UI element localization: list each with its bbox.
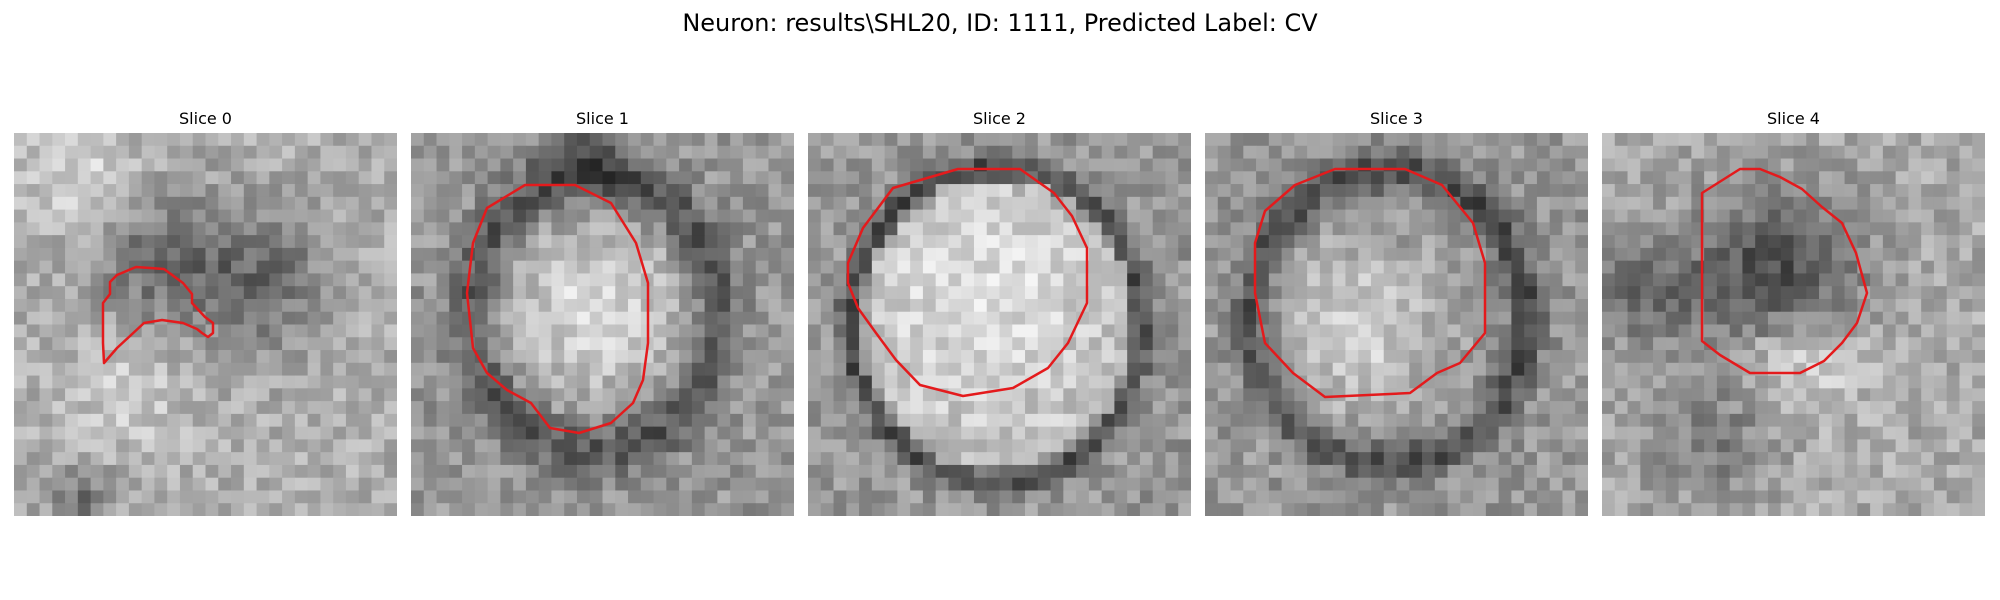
- contour-outline-3: [1253, 167, 1487, 399]
- slice-panel-3: Slice 3: [1205, 108, 1588, 518]
- slice-image-2: [808, 133, 1191, 516]
- slice-panel-4: Slice 4: [1602, 108, 1985, 518]
- contour-outline-2: [846, 167, 1089, 398]
- slice-panel-2: Slice 2: [808, 108, 1191, 518]
- slice-pixels-1: [411, 133, 794, 516]
- slice-pixels-0: [14, 133, 397, 516]
- slice-image-1: [411, 133, 794, 516]
- slice-image-3: [1205, 133, 1588, 516]
- slice-title-0: Slice 0: [179, 109, 232, 128]
- slice-image-4: [1602, 133, 1985, 516]
- figure-title: Neuron: results\SHL20, ID: 1111, Predict…: [682, 9, 1318, 37]
- slice-pixels-4: [1602, 133, 1985, 516]
- slice-title-3: Slice 3: [1370, 109, 1423, 128]
- slice-title-4: Slice 4: [1767, 109, 1820, 128]
- contour-outline-4: [1700, 167, 1869, 375]
- slice-image-0: [14, 133, 397, 516]
- slice-panel-1: Slice 1: [411, 108, 794, 518]
- contour-outline-1: [465, 183, 650, 435]
- slice-pixels-2: [808, 133, 1191, 516]
- slice-title-2: Slice 2: [973, 109, 1026, 128]
- slice-title-1: Slice 1: [576, 109, 629, 128]
- slice-panel-0: Slice 0: [14, 108, 397, 518]
- contour-outline-0: [101, 265, 215, 365]
